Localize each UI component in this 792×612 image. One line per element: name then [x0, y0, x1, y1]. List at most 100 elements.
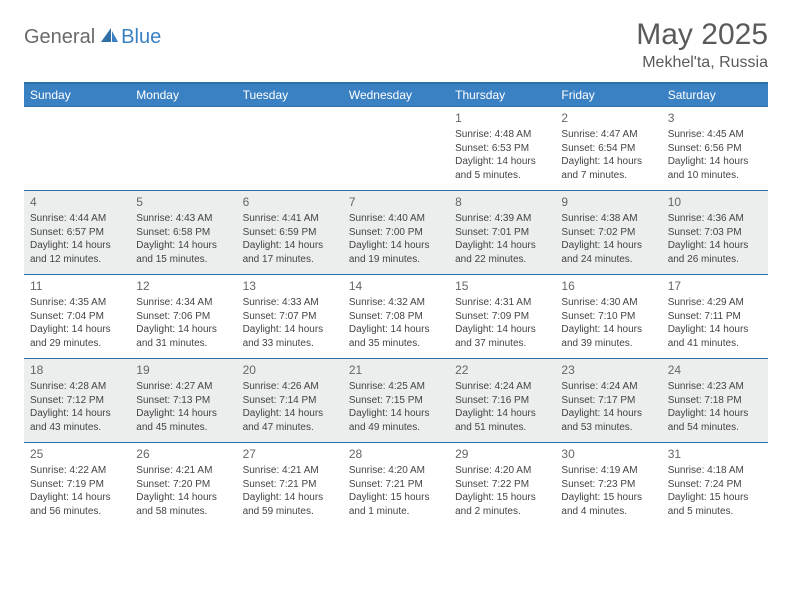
- sunset-line: Sunset: 7:07 PM: [243, 310, 337, 324]
- calendar-week-row: 25Sunrise: 4:22 AMSunset: 7:19 PMDayligh…: [24, 443, 768, 527]
- day-number: 7: [349, 194, 443, 210]
- sunrise-line: Sunrise: 4:24 AM: [455, 380, 549, 394]
- day-number: 5: [136, 194, 230, 210]
- sunset-line: Sunset: 6:54 PM: [561, 142, 655, 156]
- sunset-line: Sunset: 7:10 PM: [561, 310, 655, 324]
- day-number: 24: [668, 362, 762, 378]
- calendar-week-row: 11Sunrise: 4:35 AMSunset: 7:04 PMDayligh…: [24, 275, 768, 359]
- title-block: May 2025 Mekhel'ta, Russia: [636, 18, 768, 72]
- calendar-day-cell: [343, 107, 449, 191]
- sunrise-line: Sunrise: 4:23 AM: [668, 380, 762, 394]
- sunset-line: Sunset: 7:12 PM: [30, 394, 124, 408]
- sunrise-line: Sunrise: 4:47 AM: [561, 128, 655, 142]
- calendar-week-row: 4Sunrise: 4:44 AMSunset: 6:57 PMDaylight…: [24, 191, 768, 275]
- sunset-line: Sunset: 6:58 PM: [136, 226, 230, 240]
- sunrise-line: Sunrise: 4:27 AM: [136, 380, 230, 394]
- calendar-day-cell: 11Sunrise: 4:35 AMSunset: 7:04 PMDayligh…: [24, 275, 130, 359]
- daylight-line: Daylight: 14 hours and 47 minutes.: [243, 407, 337, 434]
- calendar-day-cell: [237, 107, 343, 191]
- sunrise-line: Sunrise: 4:30 AM: [561, 296, 655, 310]
- brand-text-2: Blue: [121, 26, 161, 49]
- daylight-line: Daylight: 14 hours and 51 minutes.: [455, 407, 549, 434]
- day-number: 10: [668, 194, 762, 210]
- sunset-line: Sunset: 7:21 PM: [243, 478, 337, 492]
- daylight-line: Daylight: 14 hours and 37 minutes.: [455, 323, 549, 350]
- calendar-body: 1Sunrise: 4:48 AMSunset: 6:53 PMDaylight…: [24, 107, 768, 527]
- calendar-day-cell: 26Sunrise: 4:21 AMSunset: 7:20 PMDayligh…: [130, 443, 236, 527]
- sunrise-line: Sunrise: 4:36 AM: [668, 212, 762, 226]
- calendar-day-cell: 27Sunrise: 4:21 AMSunset: 7:21 PMDayligh…: [237, 443, 343, 527]
- calendar-day-cell: 13Sunrise: 4:33 AMSunset: 7:07 PMDayligh…: [237, 275, 343, 359]
- sunrise-line: Sunrise: 4:33 AM: [243, 296, 337, 310]
- calendar-day-cell: 22Sunrise: 4:24 AMSunset: 7:16 PMDayligh…: [449, 359, 555, 443]
- sunrise-line: Sunrise: 4:20 AM: [455, 464, 549, 478]
- day-number: 22: [455, 362, 549, 378]
- sunrise-line: Sunrise: 4:48 AM: [455, 128, 549, 142]
- day-number: 11: [30, 278, 124, 294]
- weekday-header: Tuesday: [237, 83, 343, 107]
- calendar-day-cell: 14Sunrise: 4:32 AMSunset: 7:08 PMDayligh…: [343, 275, 449, 359]
- calendar-day-cell: 7Sunrise: 4:40 AMSunset: 7:00 PMDaylight…: [343, 191, 449, 275]
- brand-sail-icon: [99, 26, 119, 49]
- calendar-day-cell: 1Sunrise: 4:48 AMSunset: 6:53 PMDaylight…: [449, 107, 555, 191]
- month-title: May 2025: [636, 18, 768, 52]
- day-number: 25: [30, 446, 124, 462]
- daylight-line: Daylight: 14 hours and 22 minutes.: [455, 239, 549, 266]
- daylight-line: Daylight: 14 hours and 45 minutes.: [136, 407, 230, 434]
- sunrise-line: Sunrise: 4:18 AM: [668, 464, 762, 478]
- day-number: 26: [136, 446, 230, 462]
- calendar-day-cell: 20Sunrise: 4:26 AMSunset: 7:14 PMDayligh…: [237, 359, 343, 443]
- calendar-day-cell: 15Sunrise: 4:31 AMSunset: 7:09 PMDayligh…: [449, 275, 555, 359]
- daylight-line: Daylight: 14 hours and 39 minutes.: [561, 323, 655, 350]
- sunset-line: Sunset: 7:23 PM: [561, 478, 655, 492]
- day-number: 31: [668, 446, 762, 462]
- day-number: 17: [668, 278, 762, 294]
- daylight-line: Daylight: 14 hours and 43 minutes.: [30, 407, 124, 434]
- sunrise-line: Sunrise: 4:26 AM: [243, 380, 337, 394]
- daylight-line: Daylight: 14 hours and 41 minutes.: [668, 323, 762, 350]
- calendar-day-cell: 30Sunrise: 4:19 AMSunset: 7:23 PMDayligh…: [555, 443, 661, 527]
- sunrise-line: Sunrise: 4:35 AM: [30, 296, 124, 310]
- calendar-day-cell: 4Sunrise: 4:44 AMSunset: 6:57 PMDaylight…: [24, 191, 130, 275]
- day-number: 4: [30, 194, 124, 210]
- brand-logo: General Blue: [24, 26, 161, 49]
- day-number: 16: [561, 278, 655, 294]
- calendar-day-cell: 9Sunrise: 4:38 AMSunset: 7:02 PMDaylight…: [555, 191, 661, 275]
- sunset-line: Sunset: 7:22 PM: [455, 478, 549, 492]
- calendar-week-row: 1Sunrise: 4:48 AMSunset: 6:53 PMDaylight…: [24, 107, 768, 191]
- daylight-line: Daylight: 14 hours and 56 minutes.: [30, 491, 124, 518]
- sunset-line: Sunset: 7:08 PM: [349, 310, 443, 324]
- sunset-line: Sunset: 6:56 PM: [668, 142, 762, 156]
- sunrise-line: Sunrise: 4:43 AM: [136, 212, 230, 226]
- sunrise-line: Sunrise: 4:21 AM: [136, 464, 230, 478]
- daylight-line: Daylight: 14 hours and 29 minutes.: [30, 323, 124, 350]
- day-number: 3: [668, 110, 762, 126]
- sunset-line: Sunset: 7:06 PM: [136, 310, 230, 324]
- sunrise-line: Sunrise: 4:22 AM: [30, 464, 124, 478]
- daylight-line: Daylight: 14 hours and 26 minutes.: [668, 239, 762, 266]
- daylight-line: Daylight: 14 hours and 35 minutes.: [349, 323, 443, 350]
- sunrise-line: Sunrise: 4:28 AM: [30, 380, 124, 394]
- sunset-line: Sunset: 7:21 PM: [349, 478, 443, 492]
- day-number: 27: [243, 446, 337, 462]
- daylight-line: Daylight: 14 hours and 49 minutes.: [349, 407, 443, 434]
- sunset-line: Sunset: 7:11 PM: [668, 310, 762, 324]
- calendar-day-cell: 29Sunrise: 4:20 AMSunset: 7:22 PMDayligh…: [449, 443, 555, 527]
- daylight-line: Daylight: 15 hours and 4 minutes.: [561, 491, 655, 518]
- daylight-line: Daylight: 14 hours and 12 minutes.: [30, 239, 124, 266]
- day-number: 2: [561, 110, 655, 126]
- sunrise-line: Sunrise: 4:31 AM: [455, 296, 549, 310]
- sunrise-line: Sunrise: 4:29 AM: [668, 296, 762, 310]
- day-number: 15: [455, 278, 549, 294]
- sunrise-line: Sunrise: 4:21 AM: [243, 464, 337, 478]
- day-number: 9: [561, 194, 655, 210]
- daylight-line: Daylight: 15 hours and 1 minute.: [349, 491, 443, 518]
- sunrise-line: Sunrise: 4:45 AM: [668, 128, 762, 142]
- daylight-line: Daylight: 14 hours and 7 minutes.: [561, 155, 655, 182]
- sunset-line: Sunset: 6:59 PM: [243, 226, 337, 240]
- sunrise-line: Sunrise: 4:39 AM: [455, 212, 549, 226]
- day-number: 20: [243, 362, 337, 378]
- sunrise-line: Sunrise: 4:34 AM: [136, 296, 230, 310]
- daylight-line: Daylight: 14 hours and 17 minutes.: [243, 239, 337, 266]
- sunset-line: Sunset: 7:19 PM: [30, 478, 124, 492]
